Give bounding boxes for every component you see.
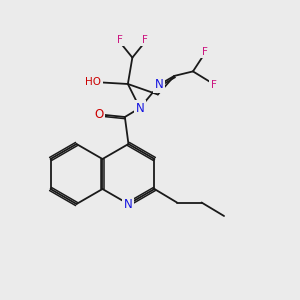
Text: F: F <box>142 34 148 45</box>
Text: N: N <box>155 78 164 91</box>
Text: F: F <box>211 80 217 90</box>
Text: N: N <box>136 101 144 115</box>
Text: F: F <box>202 46 208 57</box>
Text: O: O <box>94 108 104 121</box>
Text: HO: HO <box>85 77 101 87</box>
Text: N: N <box>124 197 133 211</box>
Text: F: F <box>117 34 123 45</box>
